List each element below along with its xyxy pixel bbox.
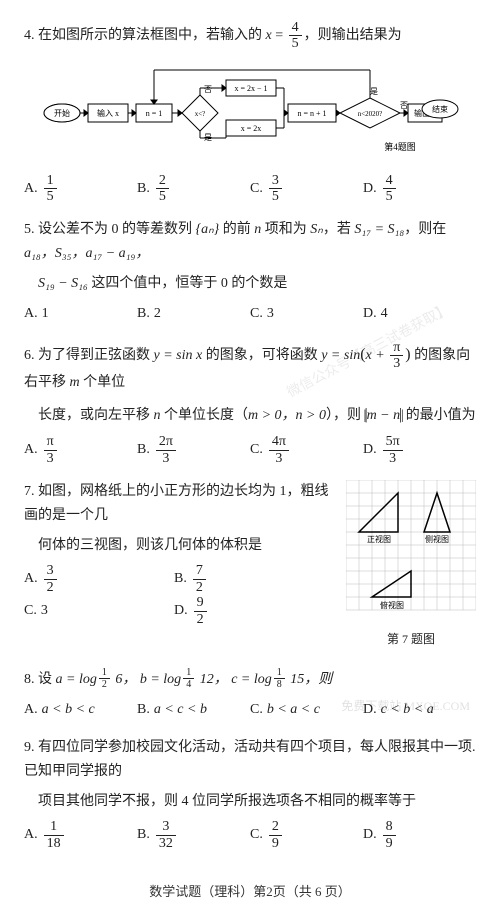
q7-choice-d: D.92 bbox=[174, 595, 324, 627]
q9-choice-d: D.89 bbox=[363, 819, 476, 851]
q4-choice-d: D.45 bbox=[363, 173, 476, 205]
question-9: 9. 有四位同学参加校园文化活动，活动共有四个项目，每人限报其中一项.已知甲同学… bbox=[24, 736, 476, 851]
svg-text:正视图: 正视图 bbox=[367, 534, 391, 544]
q5-choice-d: D.4 bbox=[363, 302, 476, 326]
q8-choice-b: B.a < c < b bbox=[137, 698, 250, 722]
q4-num: 4. bbox=[24, 28, 35, 43]
q5-choice-a: A.1 bbox=[24, 302, 137, 326]
q6-choice-c: C.4π3 bbox=[250, 434, 363, 466]
q6-choice-a: A.π3 bbox=[24, 434, 137, 466]
question-6: 6. 为了得到正弦函数 y = sin x 的图象，可将函数 y = sin(x… bbox=[24, 340, 476, 467]
svg-text:否: 否 bbox=[204, 85, 212, 94]
q6-num: 6. bbox=[24, 348, 35, 363]
q7-choice-a: A.32 bbox=[24, 563, 174, 595]
q5-choice-c: C.3 bbox=[250, 302, 363, 326]
svg-text:是: 是 bbox=[204, 133, 212, 142]
q4-choice-a: A.15 bbox=[24, 173, 137, 205]
q5-num: 5. bbox=[24, 222, 35, 237]
page-footer: 数学试题（理科）第2页（共 6 页） bbox=[24, 881, 476, 903]
q6-stem: 6. 为了得到正弦函数 y = sin x 的图象，可将函数 y = sin(x… bbox=[24, 340, 476, 396]
q6-choices: A.π3 B.2π3 C.4π3 D.5π3 bbox=[24, 434, 476, 466]
q9-num: 9. bbox=[24, 740, 35, 755]
svg-text:第4题图: 第4题图 bbox=[384, 141, 416, 152]
q9-stem: 9. 有四位同学参加校园文化活动，活动共有四个项目，每人限报其中一项.已知甲同学… bbox=[24, 736, 476, 784]
q4-choice-c: C.35 bbox=[250, 173, 363, 205]
svg-text:否: 否 bbox=[400, 101, 408, 110]
question-5: 5. 设公差不为 0 的等差数列 {aₙ} 的前 n 项和为 Sₙ，若 S₁₇ … bbox=[24, 218, 476, 325]
question-4: 4. 在如图所示的算法框图中，若输入的 x = 45，则输出结果为 bbox=[24, 20, 476, 204]
svg-text:x<?: x<? bbox=[195, 110, 206, 118]
question-7: 正视图 侧视图 俯视图 第 7 题图 7. 如图，网格纸上的小正方形的边长均为 … bbox=[24, 480, 476, 653]
q6-choice-b: B.2π3 bbox=[137, 434, 250, 466]
flow-start: 开始 bbox=[54, 108, 70, 118]
svg-text:n = n + 1: n = n + 1 bbox=[298, 109, 327, 118]
q9-choice-b: B.332 bbox=[137, 819, 250, 851]
q9-choice-a: A.118 bbox=[24, 819, 137, 851]
q6-choice-d: D.5π3 bbox=[363, 434, 476, 466]
q8-choice-a: A.a < b < c bbox=[24, 698, 137, 722]
svg-text:是: 是 bbox=[370, 87, 378, 96]
q9-choices: A.118 B.332 C.29 D.89 bbox=[24, 819, 476, 851]
q7-three-view: 正视图 侧视图 俯视图 第 7 题图 bbox=[346, 480, 476, 649]
q5-stem: 5. 设公差不为 0 的等差数列 {aₙ} 的前 n 项和为 Sₙ，若 S₁₇ … bbox=[24, 218, 476, 266]
q7-choices: A.32 B.72 C.3 D.92 bbox=[24, 563, 324, 627]
q8-num: 8. bbox=[24, 672, 35, 687]
svg-text:x = 2x − 1: x = 2x − 1 bbox=[235, 84, 268, 93]
svg-text:侧视图: 侧视图 bbox=[425, 534, 449, 544]
q4-choice-b: B.25 bbox=[137, 173, 250, 205]
svg-text:俯视图: 俯视图 bbox=[380, 600, 404, 610]
svg-text:结束: 结束 bbox=[432, 104, 448, 114]
q8-stem: 8. 设 a = log12 6， b = log14 12， c = log1… bbox=[24, 667, 476, 692]
q7-choice-b: B.72 bbox=[174, 563, 324, 595]
q5-choice-b: B.2 bbox=[137, 302, 250, 326]
q4-flowchart: 开始 输入 x n = 1 x<? 否 是 x = 2x − 1 x = 2x … bbox=[24, 58, 476, 167]
q7-caption: 第 7 题图 bbox=[346, 629, 476, 649]
q7-num: 7. bbox=[24, 484, 35, 499]
svg-text:输入 x: 输入 x bbox=[97, 108, 119, 118]
svg-text:n = 1: n = 1 bbox=[146, 109, 163, 118]
svg-text:x = 2x: x = 2x bbox=[241, 124, 262, 133]
q5-choices: A.1 B.2 C.3 D.4 bbox=[24, 302, 476, 326]
q4-stem: 4. 在如图所示的算法框图中，若输入的 x = 45，则输出结果为 bbox=[24, 20, 476, 52]
svg-text:n<2020?: n<2020? bbox=[358, 110, 383, 118]
q7-choice-c: C.3 bbox=[24, 595, 174, 627]
q4-choices: A.15 B.25 C.35 D.45 bbox=[24, 173, 476, 205]
q9-choice-c: C.29 bbox=[250, 819, 363, 851]
watermark-2: 免费下载站 MXQE.COM bbox=[341, 696, 470, 716]
